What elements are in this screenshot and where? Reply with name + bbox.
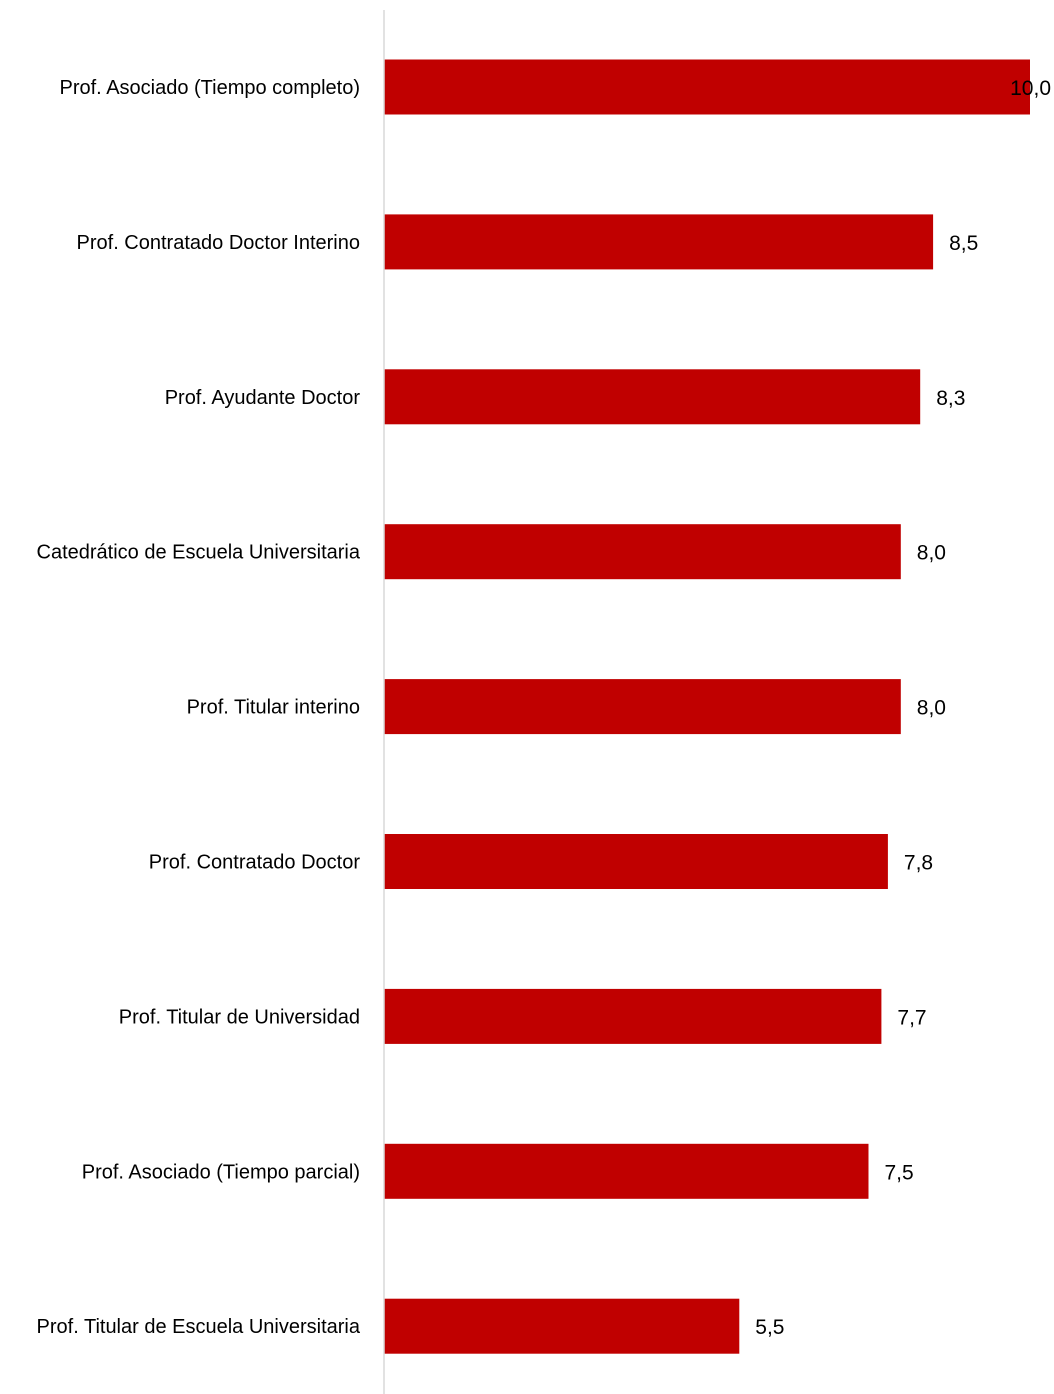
value-label: 7,7 <box>897 1006 926 1029</box>
bar <box>384 1143 869 1199</box>
category-label: Prof. Contratado Doctor Interino <box>77 232 360 254</box>
value-label: 8,5 <box>949 232 978 255</box>
category-label: Catedrático de Escuela Universitaria <box>37 542 361 564</box>
bar <box>384 524 901 580</box>
bar <box>384 59 1030 115</box>
category-label: Prof. Ayudante Doctor <box>165 387 361 409</box>
bar <box>384 1298 740 1354</box>
value-label: 10,0 <box>1010 77 1051 100</box>
category-label: Prof. Titular de Universidad <box>119 1006 360 1028</box>
category-label: Prof. Titular de Escuela Universitaria <box>37 1316 361 1338</box>
value-label: 5,5 <box>755 1316 784 1339</box>
category-label: Prof. Asociado (Tiempo parcial) <box>82 1161 360 1183</box>
category-label: Prof. Asociado (Tiempo completo) <box>60 77 361 99</box>
labels-layer: Prof. Asociado (Tiempo completo) 10,0 Prof… <box>37 77 1052 1339</box>
value-label: 8,3 <box>936 387 965 410</box>
value-label: 8,0 <box>917 697 946 720</box>
bar <box>384 679 901 735</box>
category-label: Prof. Titular interino <box>187 697 360 719</box>
bar <box>384 214 934 270</box>
bar <box>384 369 921 425</box>
value-label: 8,0 <box>917 542 946 565</box>
bars-layer <box>384 59 1030 1354</box>
bar <box>384 834 888 889</box>
value-label: 7,5 <box>885 1161 914 1184</box>
category-label: Prof. Contratado Doctor <box>149 852 361 874</box>
bar <box>384 988 882 1044</box>
value-label: 7,8 <box>904 852 933 875</box>
